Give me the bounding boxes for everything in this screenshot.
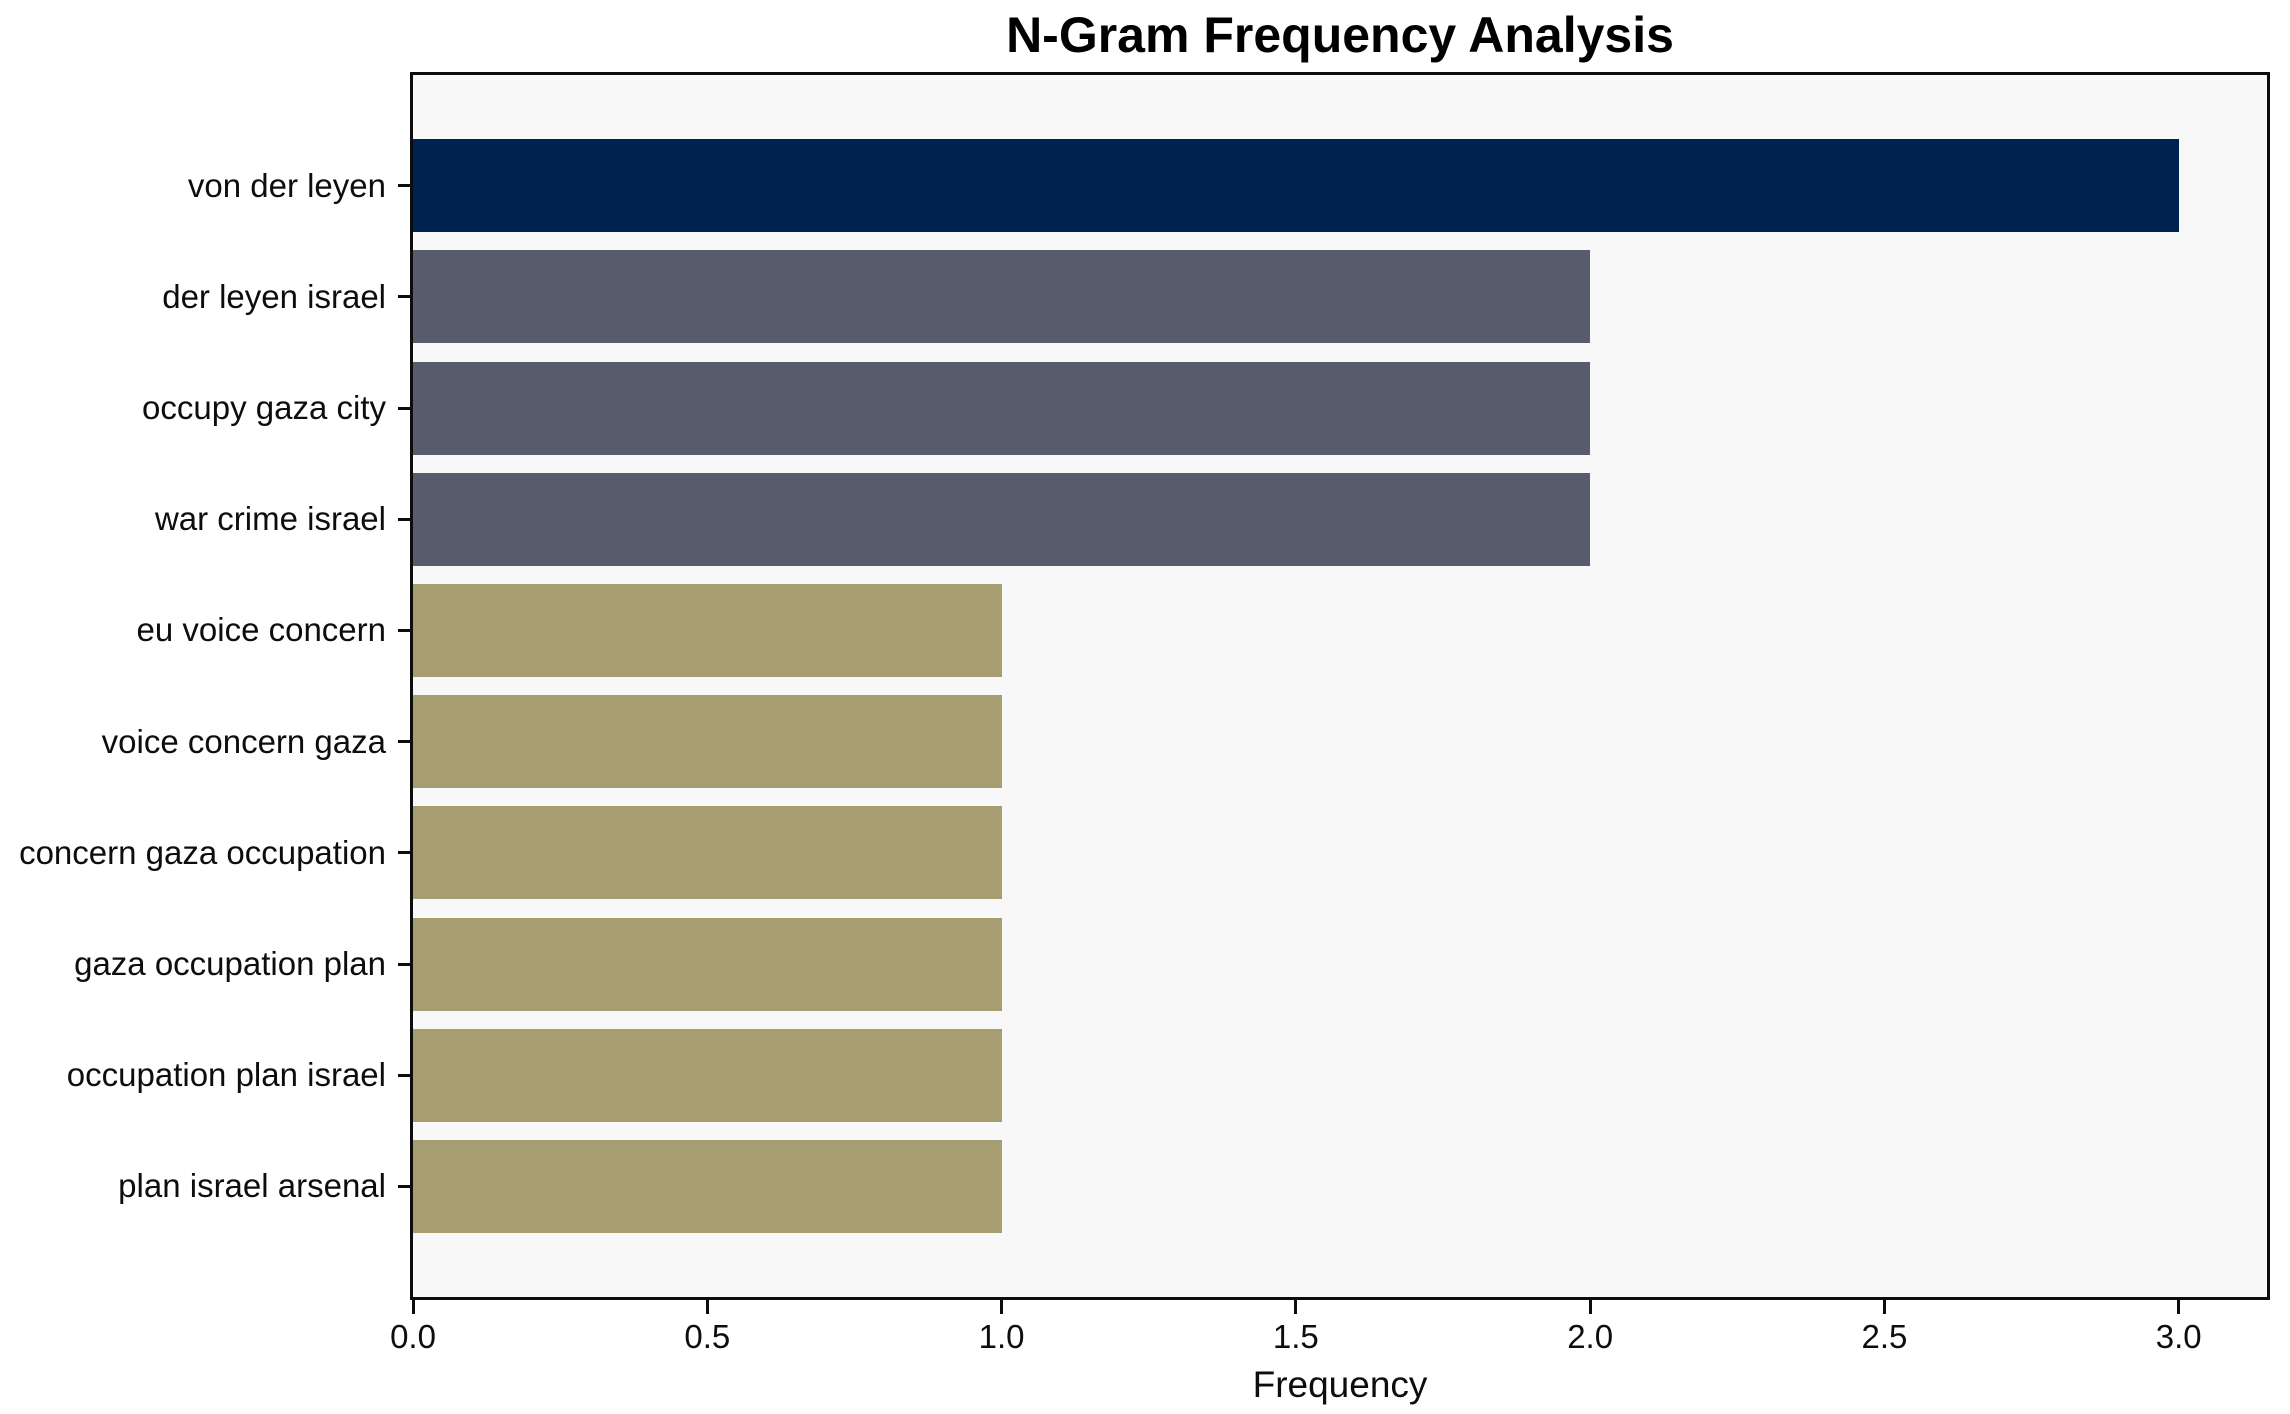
y-tick-label: plan israel arsenal [118,1167,386,1205]
y-tick-mark [398,1184,410,1188]
x-tick-mark [1588,1300,1592,1314]
x-tick-mark [1882,1300,1886,1314]
bar-concern-gaza-occupation [413,806,1002,900]
y-tick-label: war crime israel [154,500,386,538]
bar-war-crime-israel [413,472,1591,566]
bar-eu-voice-concern [413,583,1002,677]
x-tick-mark [1294,1300,1298,1314]
y-tick-label: eu voice concern [136,611,386,649]
bar-von-der-leyen [413,139,2179,233]
y-tick-mark [398,406,410,410]
y-tick-mark [398,517,410,521]
y-tick-mark [398,628,410,632]
y-tick-label: voice concern gaza [101,722,386,760]
x-tick-label: 1.5 [1272,1318,1319,1355]
x-tick-mark [705,1300,709,1314]
x-tick-label: 1.0 [978,1318,1025,1355]
plot-area [410,72,2270,1300]
y-tick-mark [398,1073,410,1077]
x-tick-mark [1000,1300,1004,1314]
y-tick-label: occupation plan israel [66,1056,386,1094]
y-tick-mark [398,851,410,855]
y-tick-mark [398,295,410,299]
y-tick-label: gaza occupation plan [74,945,386,982]
x-tick-label: 0.5 [684,1318,731,1355]
x-tick-label: 3.0 [2155,1318,2202,1355]
bar-plan-israel-arsenal [413,1139,1002,1233]
y-tick-label: concern gaza occupation [19,833,386,871]
x-tick-mark [411,1300,415,1314]
y-tick-label: der leyen israel [162,277,386,315]
y-tick-label: von der leyen [187,166,386,204]
bar-occupation-plan-israel [413,1028,1002,1122]
x-tick-label: 0.0 [390,1318,436,1355]
y-tick-mark [398,740,410,744]
bar-occupy-gaza-city [413,361,1591,455]
y-tick-label: occupy gaza city [142,389,386,426]
bar-gaza-occupation-plan [413,917,1002,1011]
y-tick-mark [398,962,410,966]
bar-der-leyen-israel [413,250,1591,344]
x-tick-label: 2.5 [1861,1318,1908,1355]
chart-title: N-Gram Frequency Analysis [1006,7,1674,63]
x-tick-mark [2177,1300,2181,1314]
y-tick-mark [398,184,410,188]
bar-voice-concern-gaza [413,695,1002,789]
x-axis-label: Frequency [1252,1364,1428,1405]
x-tick-label: 2.0 [1567,1318,1614,1355]
